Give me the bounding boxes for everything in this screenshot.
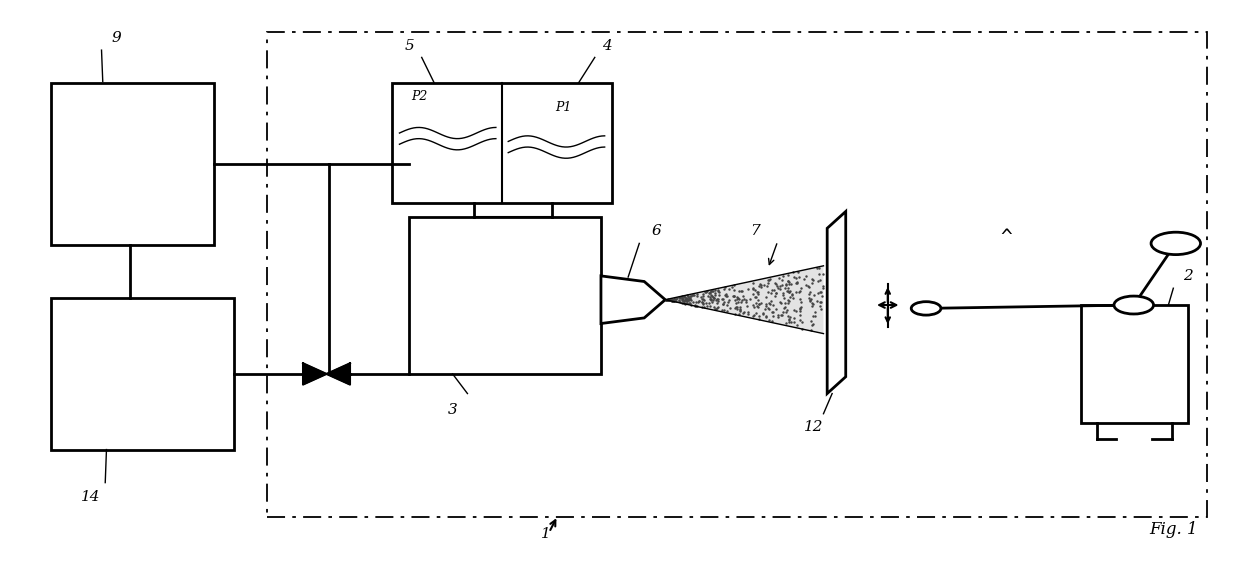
Text: ^: ^ (1001, 229, 1012, 247)
Polygon shape (828, 212, 846, 394)
Circle shape (1114, 296, 1154, 314)
Text: P2: P2 (411, 90, 427, 103)
Bar (51, 83, 214, 245)
Text: Fig. 1: Fig. 1 (1150, 521, 1198, 538)
Text: 4: 4 (602, 39, 612, 53)
Text: 12: 12 (804, 420, 824, 434)
Text: 1: 1 (540, 526, 550, 540)
Bar (392, 83, 612, 203)
Text: P1: P1 (555, 101, 572, 114)
Bar (268, 32, 1207, 517)
Text: 5: 5 (404, 39, 414, 53)
Text: 3: 3 (447, 403, 457, 417)
Circle shape (911, 302, 940, 315)
Text: 2: 2 (1183, 269, 1193, 283)
Bar (1080, 305, 1188, 423)
Text: 7: 7 (751, 224, 761, 238)
Polygon shape (327, 363, 349, 385)
Text: 9: 9 (112, 31, 121, 45)
Bar (51, 298, 234, 450)
Bar (409, 217, 601, 374)
Text: 14: 14 (81, 490, 100, 504)
Polygon shape (304, 363, 327, 385)
Polygon shape (601, 276, 665, 324)
Circle shape (1151, 232, 1201, 254)
Text: 6: 6 (652, 224, 662, 238)
Polygon shape (665, 266, 824, 334)
